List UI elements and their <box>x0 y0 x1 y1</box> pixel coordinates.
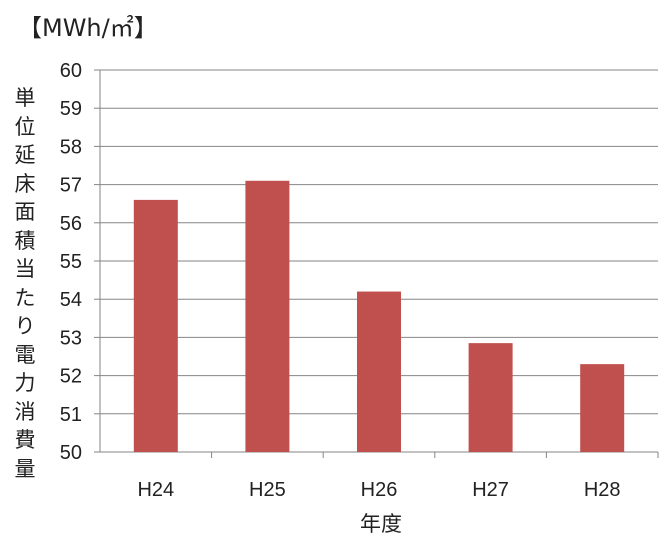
y-tick-label: 56 <box>60 213 82 235</box>
x-tick-label: H25 <box>249 479 286 501</box>
y-tick-label: 53 <box>60 327 82 349</box>
x-tick-label: H28 <box>584 479 621 501</box>
y-tick-label: 59 <box>60 98 82 120</box>
unit-label: 【MWh/㎡】 <box>18 14 158 42</box>
y-tick-label: 54 <box>60 289 82 311</box>
x-tick-label: H26 <box>361 479 398 501</box>
y-tick-label: 52 <box>60 366 82 388</box>
bar-h26 <box>357 291 401 452</box>
bar-h28 <box>580 364 625 452</box>
bar-h27 <box>468 343 513 452</box>
y-tick-label: 51 <box>60 404 82 426</box>
y-tick-label: 50 <box>60 442 82 464</box>
x-axis-label: 年度 <box>360 512 402 536</box>
y-tick-label: 58 <box>60 136 82 158</box>
x-tick-label: H27 <box>472 479 509 501</box>
bar-h24 <box>133 199 178 452</box>
y-tick-label: 57 <box>60 175 82 197</box>
y-tick-label: 60 <box>60 60 82 82</box>
y-axis-label: 単位延床面積当たり電力消費量 <box>14 86 36 481</box>
x-tick-label: H24 <box>137 479 174 501</box>
y-tick-label: 55 <box>60 251 82 273</box>
bar-h25 <box>245 180 290 452</box>
